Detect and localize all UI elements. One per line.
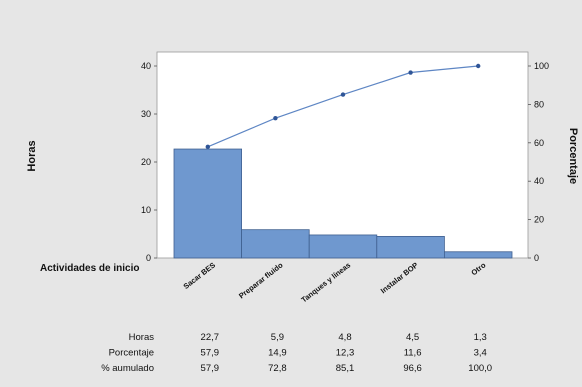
table-row-label-3: % aumulado [101, 363, 154, 374]
table-cell-2-3: 12,3 [336, 348, 355, 359]
table-cell-2-2: 14,9 [268, 348, 287, 359]
table-row-label-2: Porcentaje [109, 348, 154, 359]
bar-2 [241, 229, 310, 259]
bar-5 [443, 251, 513, 259]
bar-1 [173, 148, 242, 259]
table-cell-3-4: 96,6 [403, 363, 422, 374]
y-axis-title-left: Horas [26, 140, 38, 171]
table-cell-1-3: 4,8 [338, 332, 351, 343]
table-cell-2-5: 3,4 [474, 348, 487, 359]
table-cell-3-3: 85,1 [336, 363, 355, 374]
table-cell-1-4: 4,5 [406, 332, 419, 343]
table-cell-1-5: 1,3 [474, 332, 487, 343]
y-tick-label-right-3: 60 [534, 138, 544, 148]
labels-layer: Sacar BES Preparar fluido Tanques y líneas… [182, 260, 488, 304]
cumulative-line-layer [205, 63, 481, 150]
category-label-2: Preparar fluido [237, 260, 285, 300]
y-tick-label-left-2: 20 [141, 157, 151, 167]
category-label-5: Otro [469, 260, 487, 277]
table-cell-3-5: 100,0 [468, 363, 492, 374]
y-tick-label-right-0: 0 [534, 253, 539, 263]
table-row-label-1: Horas [129, 332, 155, 343]
y-tick-label-right-2: 40 [534, 176, 544, 186]
y-tick-label-right-5: 100 [534, 61, 549, 71]
table-cell-1-1: 22,7 [201, 332, 220, 343]
cumulative-point-2 [273, 116, 278, 121]
table-cell-1-2: 5,9 [271, 332, 284, 343]
y-tick-label-left-1: 10 [141, 205, 151, 215]
bar-4 [376, 235, 445, 259]
cumulative-point-4 [408, 70, 413, 75]
axes-layer: 0 10 20 30 40 0 20 40 60 80 100 [141, 61, 549, 263]
y-tick-label-left-0: 0 [146, 253, 151, 263]
table-cell-3-2: 72,8 [268, 363, 287, 374]
table-cell-2-1: 57,9 [201, 348, 220, 359]
bars-layer [173, 148, 513, 259]
category-label-1: Sacar BES [182, 260, 217, 290]
bar-3 [308, 234, 378, 259]
table-cell-3-1: 57,9 [201, 363, 220, 374]
cumulative-point-5 [476, 63, 481, 69]
category-label-3: Tanques y líneas [299, 260, 352, 304]
data-table: Horas 22,7 5,9 4,8 4,5 1,3 Porcentaje 57,9 14,9 1… [101, 332, 492, 374]
y-tick-label-left-4: 40 [141, 61, 151, 71]
cumulative-point-1 [205, 144, 210, 150]
y-tick-label-left-3: 30 [141, 109, 151, 119]
y-tick-label-right-1: 20 [534, 215, 544, 225]
table-cell-2-4: 11,6 [404, 348, 422, 359]
y-axis-title-right: Porcentaje [567, 128, 579, 184]
category-label-4: Instalar BOP [379, 260, 420, 295]
y-tick-label-right-4: 80 [534, 99, 544, 109]
cumulative-point-3 [340, 92, 346, 97]
x-axis-title: Actividades de inicio [40, 263, 139, 274]
